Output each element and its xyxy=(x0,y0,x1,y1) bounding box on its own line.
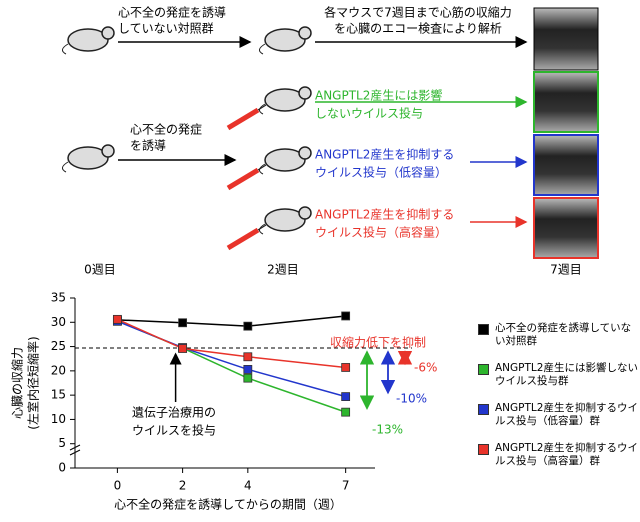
y-tick-label: 5 xyxy=(58,436,66,450)
point xyxy=(243,352,253,362)
point xyxy=(243,321,253,331)
y-tick-label: 30 xyxy=(51,315,66,329)
mouse xyxy=(62,144,115,173)
annotation: -13% xyxy=(372,423,403,437)
label: していない対照群 xyxy=(118,22,214,36)
y-tick-label: 35 xyxy=(51,291,66,305)
mouse xyxy=(259,86,312,115)
annotation: -6% xyxy=(414,361,437,375)
label: を誘導 xyxy=(130,139,166,153)
y-tick-label: 20 xyxy=(51,363,66,377)
legend-entry: 心不全の発症を誘導していない対照群 xyxy=(478,322,638,348)
legend-label: ANGPTL2産生を抑制するウイルス投与（高容量）群 xyxy=(495,442,638,467)
week-label: 7週目 xyxy=(550,263,582,277)
label: ウイルス投与（高容量） xyxy=(315,225,447,240)
label: ウイルス投与（低容量） xyxy=(315,165,447,180)
legend-swatch xyxy=(478,444,489,455)
y-label: (左室内径短縮率) xyxy=(26,336,41,429)
legend-entry: ANGPTL2産生には影響しないウイルス投与群 xyxy=(478,362,638,388)
axis-break xyxy=(69,444,81,456)
x-label: 心不全の発症を誘導してからの期間（週） xyxy=(114,497,342,512)
label: 心不全の発症 xyxy=(130,122,202,137)
y-label: 心臓の収縮力 xyxy=(10,347,25,419)
syringe xyxy=(226,164,267,191)
annotation: 収縮力低下を抑制 xyxy=(330,335,426,350)
x-tick-label: 0 xyxy=(114,479,122,493)
legend-entry: ANGPTL2産生を抑制するウイルス投与（低容量）群 xyxy=(478,402,638,428)
syringe xyxy=(226,224,267,251)
legend-swatch xyxy=(478,404,489,415)
legend-swatch xyxy=(478,364,489,375)
x-tick-label: 4 xyxy=(244,479,252,493)
annotation: -10% xyxy=(396,392,427,406)
y-tick-label: 25 xyxy=(51,339,66,353)
label: ANGPTL2産生を抑制する xyxy=(315,147,454,162)
mouse xyxy=(259,26,312,55)
label: ANGPTL2産生には影響 xyxy=(315,88,442,103)
y-tick-label: 0 xyxy=(58,461,66,475)
echo-image xyxy=(533,134,599,196)
x-tick-label: 2 xyxy=(179,479,187,493)
point xyxy=(341,363,351,372)
series-line xyxy=(117,315,346,327)
echo-image xyxy=(533,197,599,259)
y-tick-label: 10 xyxy=(51,412,66,426)
point xyxy=(243,373,253,383)
y-tick-label: 15 xyxy=(51,388,66,402)
series-line xyxy=(117,318,346,369)
legend-label: ANGPTL2産生を抑制するウイルス投与（低容量）群 xyxy=(495,402,638,427)
point xyxy=(341,407,351,417)
mouse xyxy=(259,206,312,235)
legend-label: ANGPTL2産生には影響しないウイルス投与群 xyxy=(495,362,638,387)
diagram: 心不全の発症を誘導 していない対照群 各マウスで7週目まで心筋の収縮力 を心臓の… xyxy=(62,5,599,277)
point xyxy=(341,311,351,321)
label: 各マウスで7週目まで心筋の収縮力 xyxy=(324,5,512,20)
legend-swatch xyxy=(478,324,489,335)
label: 心不全の発症を誘導 xyxy=(118,5,226,20)
echo-image xyxy=(533,71,599,133)
week-label: 0週目 xyxy=(84,263,116,277)
label: しないウイルス投与 xyxy=(315,106,423,121)
x-tick-label: 7 xyxy=(342,479,350,493)
series-line xyxy=(117,320,346,398)
mouse xyxy=(259,146,312,175)
legend-label: 心不全の発症を誘導していない対照群 xyxy=(495,322,632,347)
annotation: 遺伝子治療用の xyxy=(132,405,216,420)
label: を心臓のエコー検査により解析 xyxy=(334,22,502,36)
point xyxy=(243,364,253,374)
week-label: 2週目 xyxy=(267,263,299,277)
point xyxy=(178,318,188,328)
point xyxy=(112,314,122,324)
legend: 心不全の発症を誘導していない対照群 ANGPTL2産生には影響しないウイルス投与群… xyxy=(478,322,638,482)
echo-image xyxy=(533,7,599,71)
annotation: ウイルスを投与 xyxy=(132,423,216,438)
syringe xyxy=(226,104,267,131)
label: ANGPTL2産生を抑制する xyxy=(315,207,454,222)
point xyxy=(341,392,351,402)
legend-entry: ANGPTL2産生を抑制するウイルス投与（高容量）群 xyxy=(478,442,638,468)
mouse xyxy=(62,26,115,55)
point xyxy=(178,344,188,353)
